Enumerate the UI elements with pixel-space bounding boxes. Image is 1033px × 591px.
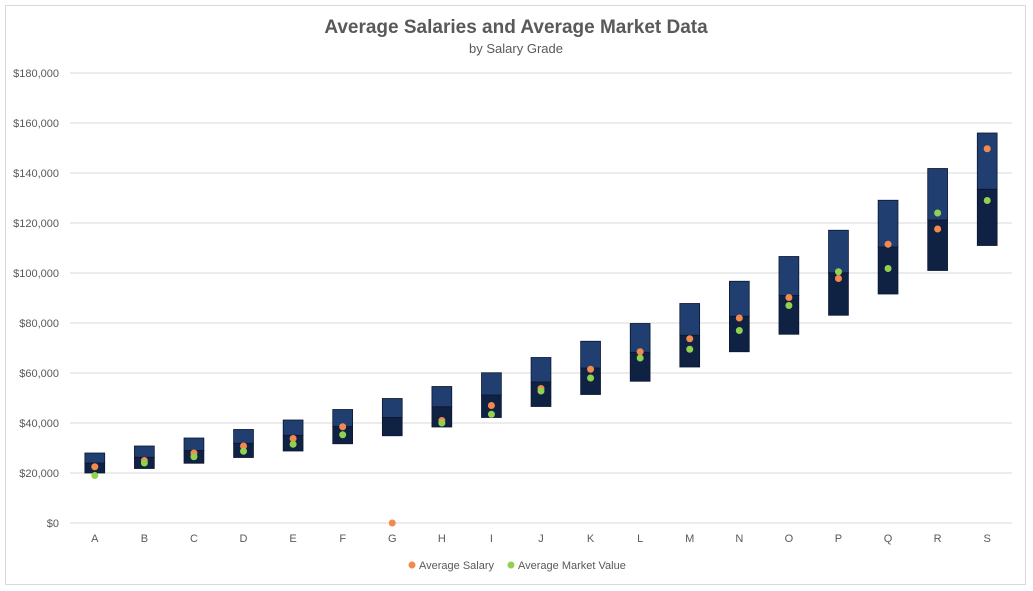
legend-marker-average-salary [408, 561, 416, 569]
average-market-value-point-L [636, 354, 644, 362]
range-bar-upper-N [729, 280, 750, 317]
average-salary-point-G [388, 519, 396, 527]
range-bar-upper-O [778, 256, 800, 296]
x-tick-label: A [91, 533, 99, 545]
average-market-value-point-C [190, 453, 198, 461]
chart-frame [5, 5, 1026, 585]
x-tick-label: N [735, 533, 743, 545]
range-bar-upper-M [679, 303, 701, 336]
average-market-value-point-N [735, 327, 743, 334]
average-salary-point-S [983, 145, 991, 153]
average-salary-point-M [686, 335, 694, 343]
x-tick-label: H [438, 533, 446, 545]
x-tick-label: L [637, 533, 643, 545]
range-bar-upper-B [134, 445, 155, 458]
average-salary-point-R [934, 225, 942, 233]
x-axis-ticks: A B C D E F G H I J K L M N O P Q R S [91, 533, 991, 545]
average-salary-point-P [834, 275, 842, 282]
range-bar-upper-G [381, 398, 403, 418]
average-market-value-point-A [91, 472, 99, 479]
legend-label-average-salary: Average Salary [419, 560, 495, 572]
range-bar-upper-C [183, 437, 205, 451]
average-salary-point-K [587, 365, 595, 373]
average-salary-point-D [240, 442, 248, 450]
x-tick-label: J [538, 533, 544, 545]
average-market-value-point-E [289, 440, 297, 448]
x-tick-label: M [685, 533, 694, 545]
range-bar-upper-E [282, 419, 304, 436]
gridlines [70, 72, 1012, 524]
average-salary-point-F [339, 423, 347, 431]
x-tick-label: B [141, 533, 148, 545]
average-market-value-point-F [339, 431, 347, 439]
range-bar-upper-S [976, 132, 998, 190]
average-market-value-point-Q [884, 265, 892, 272]
legend-marker-average-market-value [507, 561, 515, 569]
x-tick-label: R [934, 533, 942, 545]
average-market-value-point-K [587, 374, 595, 382]
average-salary-point-O [785, 294, 793, 301]
range-bar-lower-G [381, 417, 403, 437]
range-bar-upper-H [431, 386, 453, 408]
x-tick-label: C [190, 533, 198, 545]
x-tick-label: Q [884, 533, 893, 545]
range-bar-upper-L [629, 323, 651, 353]
average-salary-point-E [289, 435, 297, 442]
x-tick-label: G [388, 533, 397, 545]
average-market-value-point-J [537, 387, 545, 395]
x-tick-label: I [490, 533, 493, 545]
average-salary-point-I [487, 402, 495, 409]
y-tick-label: $80,000 [19, 318, 59, 330]
y-tick-label: $180,000 [13, 68, 59, 80]
x-tick-label: D [240, 533, 248, 545]
range-bar-upper-R [927, 168, 948, 221]
average-market-value-point-D [240, 447, 248, 455]
chart-title: Average Salaries and Average Market Data [324, 17, 708, 38]
range-bar-upper-K [580, 340, 601, 369]
average-salary-point-A [91, 463, 99, 471]
data-markers [91, 145, 991, 527]
average-market-value-point-H [438, 419, 446, 427]
average-market-value-point-B [140, 459, 148, 467]
average-salary-point-Q [884, 240, 892, 248]
average-market-value-point-P [834, 268, 842, 276]
average-market-value-point-I [487, 410, 495, 418]
average-market-value-point-O [785, 302, 793, 309]
range-bar-upper-I [481, 372, 502, 396]
y-tick-label: $100,000 [13, 268, 59, 280]
x-tick-label: K [587, 533, 595, 545]
y-tick-label: $120,000 [13, 218, 59, 230]
average-salary-point-L [636, 348, 644, 356]
y-tick-label: $160,000 [13, 118, 59, 130]
y-tick-label: $60,000 [19, 368, 59, 380]
y-tick-label: $20,000 [19, 468, 59, 480]
range-bar-lower-O [778, 295, 800, 335]
range-bar-upper-P [828, 229, 849, 274]
range-bar-upper-Q [877, 199, 899, 248]
range-bar-upper-A [84, 452, 106, 464]
average-market-value-point-R [934, 209, 942, 217]
legend-label-average-market-value: Average Market Value [518, 560, 626, 572]
x-tick-label: S [984, 533, 991, 545]
y-axis-ticks: $0 $20,000 $40,000 $60,000 $80,000 $100,000 $1… [13, 68, 59, 530]
y-tick-label: $140,000 [13, 168, 59, 180]
average-salary-point-N [735, 314, 743, 322]
average-market-value-point-S [983, 197, 991, 204]
x-tick-label: P [835, 533, 842, 545]
x-tick-label: O [785, 533, 794, 545]
x-tick-label: E [289, 533, 296, 545]
average-market-value-point-M [686, 345, 694, 353]
y-tick-label: $0 [47, 518, 59, 530]
range-bar-upper-J [530, 357, 552, 383]
chart-subtitle: by Salary Grade [469, 41, 563, 56]
salary-range-bars [84, 132, 998, 474]
y-tick-label: $40,000 [19, 418, 59, 430]
range-bar-upper-D [233, 429, 254, 444]
x-tick-label: F [339, 533, 346, 545]
legend[interactable]: Average Salary Average Market Value [408, 560, 626, 572]
